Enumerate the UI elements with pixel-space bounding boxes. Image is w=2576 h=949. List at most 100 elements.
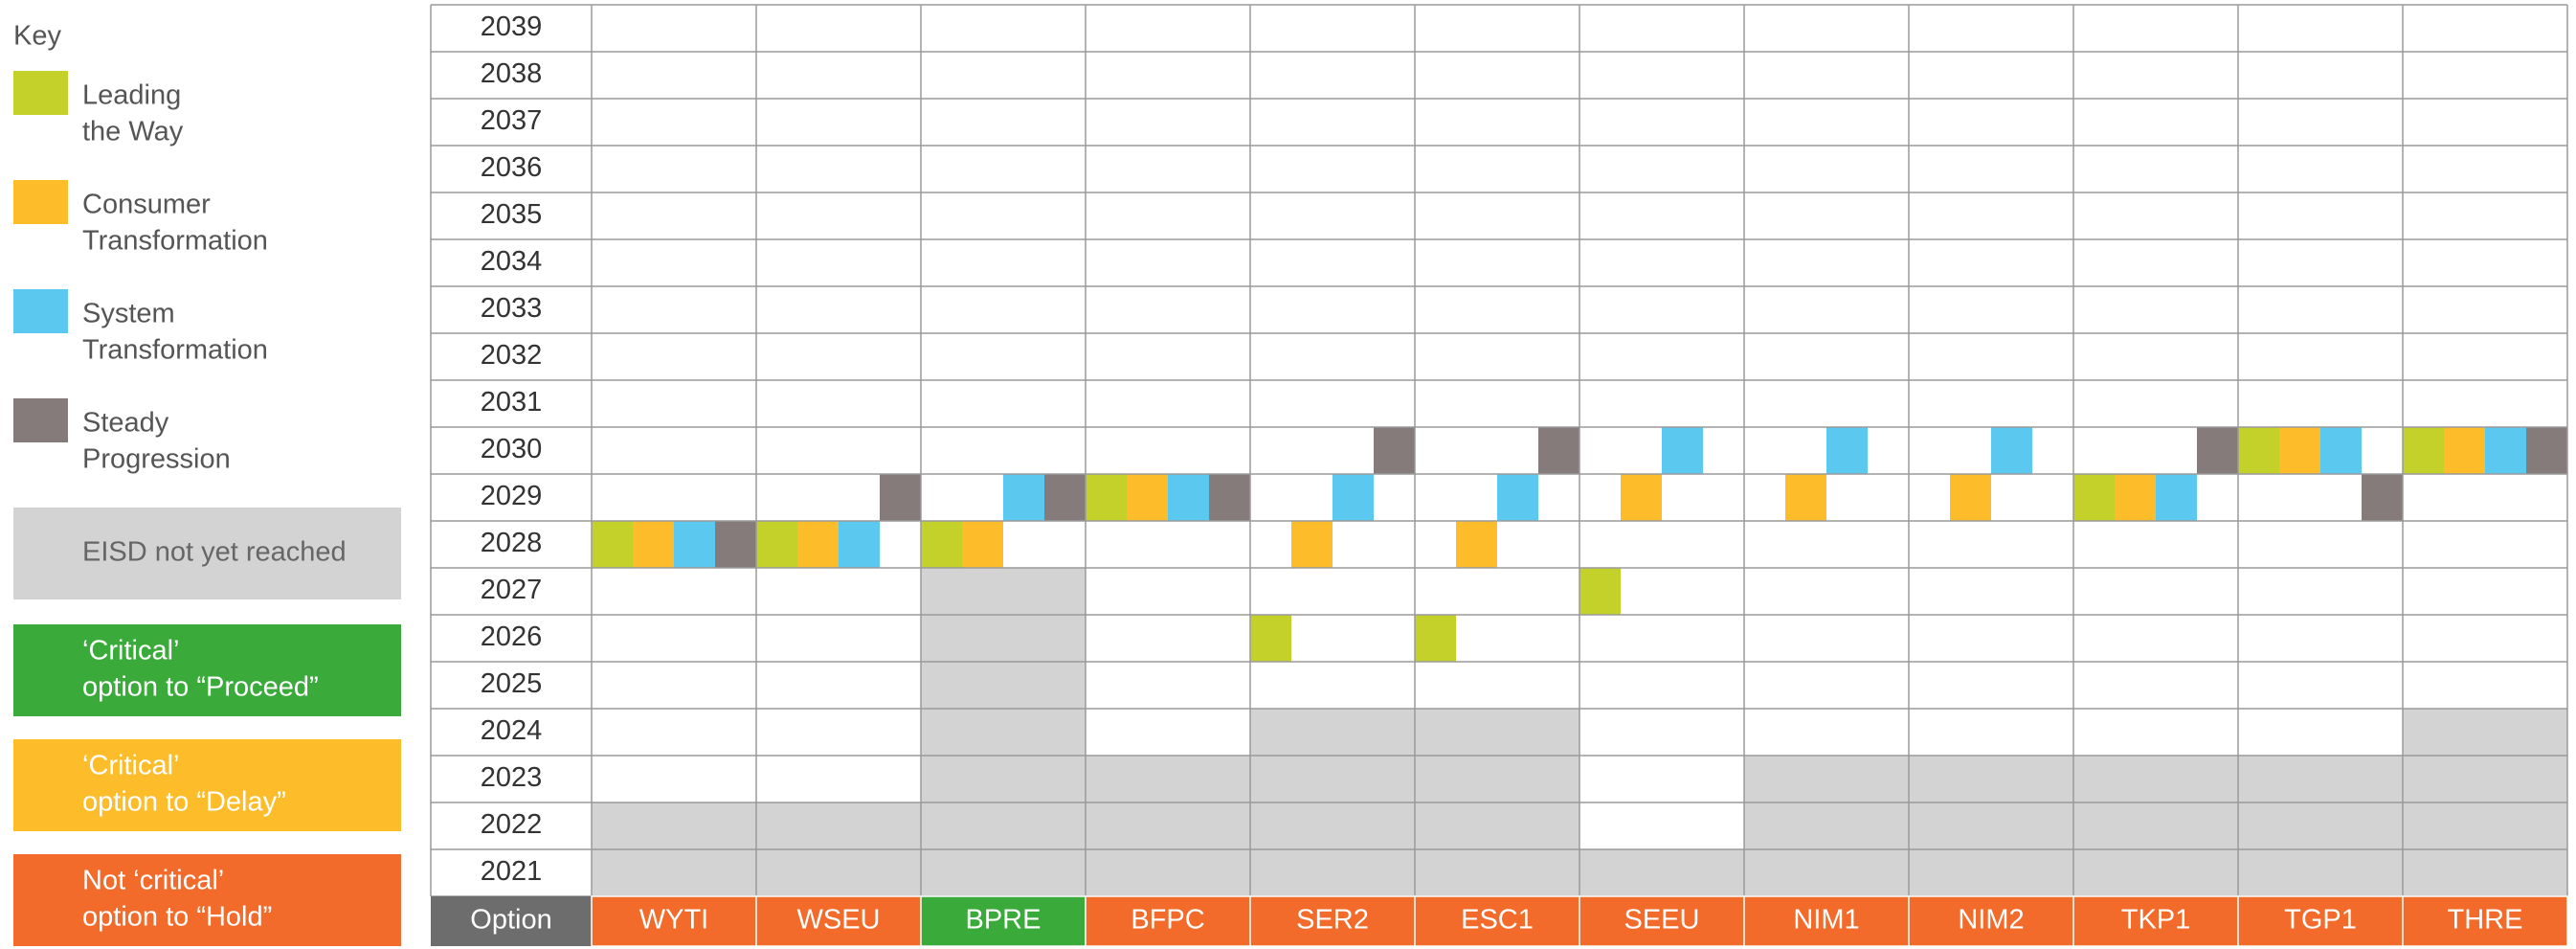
key-label: option to “Hold”: [82, 902, 272, 933]
option-name: NIM2: [1958, 905, 2024, 936]
option-name: SEEU: [1624, 905, 1700, 936]
year-label: 2034: [481, 246, 543, 277]
year-label: 2025: [481, 668, 543, 699]
option-name: ESC1: [1461, 905, 1534, 936]
key-label: EISD not yet reached: [82, 537, 347, 568]
scenario-mark: [1374, 427, 1415, 474]
eisd-cell: [1909, 802, 2073, 849]
option-cell: [2402, 895, 2568, 947]
eisd-cell: [2403, 802, 2567, 849]
eisd-cell: [921, 802, 1086, 849]
key-box: [13, 854, 401, 946]
option-cell: [1085, 895, 1251, 947]
scenario-mark: [715, 521, 756, 568]
eisd-cell: [1744, 756, 1909, 802]
scenario-mark: [2526, 427, 2567, 474]
year-label: 2035: [481, 199, 543, 230]
eisd-cell: [1744, 802, 1909, 849]
scenario-mark: [1785, 474, 1826, 521]
option-name: BFPC: [1131, 905, 1204, 936]
scenario-mark: [962, 521, 1003, 568]
key-label: Progression: [82, 444, 231, 475]
option-header: [431, 896, 592, 946]
eisd-cell: [1086, 756, 1250, 802]
eisd-cell: [1415, 849, 1579, 896]
key-label: ‘Critical’: [82, 636, 180, 667]
scenario-mark: [2156, 474, 2197, 521]
scenario-mark: [2403, 427, 2444, 474]
scenario-mark: [1044, 474, 1086, 521]
option-name: BPRE: [966, 905, 1042, 936]
scenario-mark: [2444, 427, 2485, 474]
key-swatch: [13, 398, 68, 442]
key-label: Transformation: [82, 335, 268, 366]
eisd-cell: [756, 849, 921, 896]
scenario-mark: [1456, 521, 1497, 568]
scenario-mark: [1662, 427, 1703, 474]
scenario-mark: [1538, 427, 1579, 474]
key-box: [13, 624, 401, 716]
eisd-cell: [2403, 849, 2567, 896]
eisd-cell: [2238, 802, 2403, 849]
scenario-mark: [592, 521, 633, 568]
scenario-mark: [2073, 474, 2115, 521]
year-label: 2038: [481, 58, 543, 89]
eisd-cell: [2403, 709, 2567, 756]
eisd-cell: [1250, 849, 1415, 896]
eisd-cell: [1250, 709, 1415, 756]
year-label: 2022: [481, 809, 543, 840]
key-label: System: [82, 299, 175, 329]
eisd-cell: [1250, 756, 1415, 802]
year-label: 2030: [481, 434, 543, 464]
eisd-cell: [2403, 756, 2567, 802]
eisd-cell: [2238, 756, 2403, 802]
option-name: THRE: [2448, 905, 2523, 936]
scenario-mark: [2320, 427, 2362, 474]
scenario-mark: [1291, 521, 1333, 568]
scenario-mark: [1086, 474, 1127, 521]
option-name: WYTI: [639, 905, 709, 936]
option-cell: [1579, 895, 1745, 947]
scenario-mark: [2115, 474, 2156, 521]
year-label: 2033: [481, 293, 543, 324]
key-box: [13, 739, 401, 831]
scenario-mark: [1497, 474, 1538, 521]
option-cell: [1414, 895, 1580, 947]
option-cell: [1743, 895, 1910, 947]
key-swatch: [13, 289, 68, 333]
scenario-mark: [1003, 474, 1044, 521]
scenario-mark: [1579, 568, 1621, 615]
eisd-cell: [1415, 709, 1579, 756]
scenario-mark: [1991, 427, 2032, 474]
eisd-cell: [921, 756, 1086, 802]
option-header-label: Option: [470, 905, 551, 936]
scenario-mark: [1415, 615, 1456, 662]
key-swatch: [13, 180, 68, 224]
option-cell: [2072, 895, 2239, 947]
scenario-mark: [2362, 474, 2403, 521]
eisd-cell: [1909, 849, 2073, 896]
year-label: 2026: [481, 621, 543, 652]
scenario-mark: [2485, 427, 2526, 474]
option-name: TKP1: [2121, 905, 2191, 936]
year-label: 2023: [481, 762, 543, 793]
key-label: Consumer: [82, 190, 211, 220]
eisd-cell: [2073, 849, 2238, 896]
eisd-cell: [1086, 802, 1250, 849]
eisd-cell: [1744, 849, 1909, 896]
option-cell: [1249, 895, 1416, 947]
eisd-cell: [921, 662, 1086, 709]
option-name: NIM1: [1793, 905, 1859, 936]
scenario-mark: [2197, 427, 2238, 474]
eisd-cell: [1415, 802, 1579, 849]
eisd-cell: [921, 615, 1086, 662]
eisd-cell: [756, 802, 921, 849]
eisd-cell: [2238, 849, 2403, 896]
scenario-mark: [880, 474, 921, 521]
key-label: Steady: [82, 408, 169, 439]
scenario-mark: [2238, 427, 2279, 474]
scenario-mark: [1826, 427, 1868, 474]
key-label: ‘Critical’: [82, 751, 180, 781]
key-label: Leading: [82, 80, 181, 111]
